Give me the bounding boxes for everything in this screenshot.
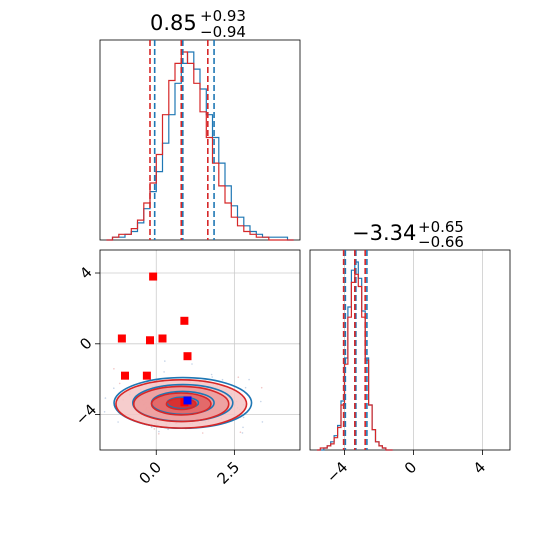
contour-line-1-2 (150, 392, 212, 416)
title-2-median: −3.34 (352, 221, 416, 245)
red-marker-2 (146, 336, 154, 345)
sample-point (158, 433, 160, 435)
sample-point (221, 378, 224, 381)
hist-1-frame (99, 39, 301, 241)
red-marker-7 (142, 371, 151, 380)
hist-2-xtick-label-0: −4 (323, 458, 351, 486)
hist-1-series-1-step (106, 51, 294, 241)
sample-point (113, 387, 115, 390)
sample-point (210, 373, 213, 376)
red-marker-3 (158, 334, 167, 343)
title-1-plus: +0.93 (200, 7, 246, 25)
red-marker-6 (121, 371, 129, 380)
red-marker-1 (117, 334, 126, 343)
hist-2-xtick-label-1: 0 (401, 458, 420, 477)
sample-point (260, 400, 262, 403)
sample-point (242, 426, 244, 429)
joint-ytick-label-0: 4 (76, 263, 95, 282)
sample-point (239, 431, 242, 434)
joint-xtick-label-0: 0.0 (135, 458, 165, 488)
joint-ytick-label-1: 0 (76, 334, 95, 353)
hist-1-series-0-step (106, 51, 294, 241)
title-1-median: 0.85 (150, 11, 197, 35)
sample-point (164, 360, 166, 362)
sample-point (104, 397, 107, 399)
sample-point (261, 421, 264, 423)
sample-point (150, 426, 153, 429)
sample-point (163, 371, 165, 373)
sample-point (237, 376, 240, 379)
sample-point (248, 378, 250, 381)
title-param-2: −3.34 +0.65 −0.66 (352, 218, 464, 251)
sample-point (211, 376, 213, 378)
marginal-histogram-param-1 (99, 39, 301, 241)
red-marker-4 (180, 316, 189, 325)
contour-line-1-1 (132, 385, 230, 423)
sample-point (260, 386, 263, 389)
sample-point (103, 411, 106, 413)
joint-xtick-label-1: 2.5 (214, 458, 244, 488)
blue-marker (183, 396, 192, 405)
sample-point (201, 432, 204, 434)
joint-scatter-panel: 4 0 −4 0.0 2.5 (72, 249, 301, 488)
sample-point (241, 432, 244, 434)
sample-point (244, 386, 247, 389)
title-1-minus: −0.94 (200, 23, 246, 41)
sample-point (117, 421, 119, 423)
title-2-plus: +0.65 (418, 218, 464, 236)
sample-point (113, 368, 115, 370)
joint-ytick-label-2: −4 (72, 400, 100, 428)
red-marker-0 (149, 272, 158, 281)
sample-point (158, 430, 160, 433)
contour-line-1-0 (115, 379, 248, 429)
sample-point (118, 382, 121, 385)
hist-2-xtick-label-2: 4 (470, 458, 489, 477)
red-marker-5 (183, 352, 192, 361)
title-2-minus: −0.66 (418, 233, 464, 251)
sample-point (242, 416, 245, 419)
title-param-1: 0.85 +0.93 −0.94 (150, 7, 246, 41)
joint-frame (99, 249, 301, 451)
marginal-histogram-param-2: −4 0 4 (309, 249, 511, 486)
hist-2-frame (309, 249, 511, 451)
sample-point (153, 428, 156, 430)
sample-point (191, 363, 193, 365)
sample-point (167, 428, 169, 431)
